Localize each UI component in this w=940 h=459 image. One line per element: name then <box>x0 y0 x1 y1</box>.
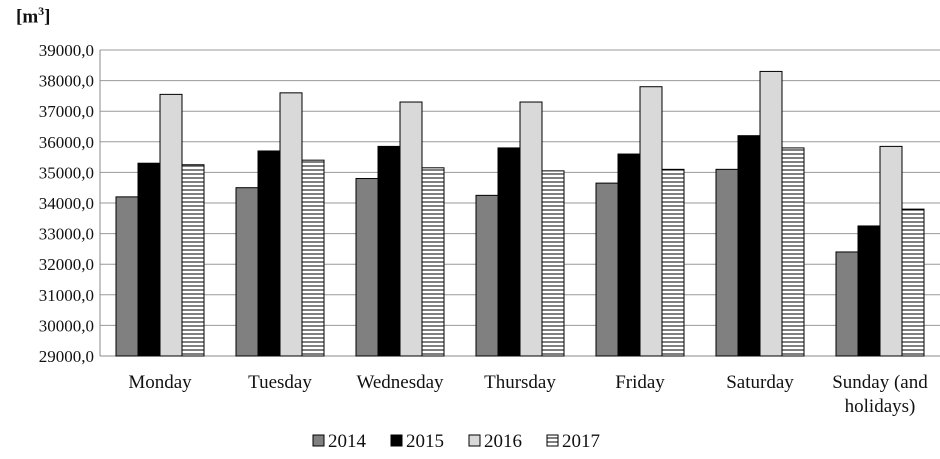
legend-label-2017: 2017 <box>562 431 600 452</box>
bar-2016-5 <box>759 70 783 357</box>
bar-2014-0 <box>115 196 139 357</box>
bar-2014-6 <box>835 251 859 357</box>
x-tick-label: Wednesday <box>356 372 444 393</box>
legend-swatch-2017 <box>546 434 559 447</box>
y-tick-label: 39000,0 <box>39 41 94 60</box>
legend-swatch-2015 <box>390 434 403 447</box>
legend: 2014 2015 2016 2017 <box>312 431 600 452</box>
x-tick-label: holidays) <box>845 396 916 417</box>
bar-2016-4 <box>639 86 663 357</box>
y-tick-label: 30000,0 <box>39 316 94 335</box>
bar-2016-0 <box>159 93 183 357</box>
bar-2015-3 <box>497 147 521 357</box>
bar-2017-5 <box>781 147 805 357</box>
y-tick-label: 36000,0 <box>39 133 94 152</box>
bar-2014-4 <box>595 182 619 357</box>
legend-label-2015: 2015 <box>406 431 444 452</box>
y-tick-label: 32000,0 <box>39 255 94 274</box>
legend-swatch-2016 <box>468 434 481 447</box>
y-tick-label: 33000,0 <box>39 225 94 244</box>
y-tick-label: 31000,0 <box>39 286 94 305</box>
bar-2017-3 <box>541 170 565 357</box>
bar-2014-3 <box>475 194 499 357</box>
bar-2015-4 <box>617 153 641 357</box>
y-tick-labels: 29000,0 30000,0 31000,0 32000,0 33000,0 34000… <box>39 41 94 366</box>
bar-2015-2 <box>377 145 401 357</box>
x-tick-label: Saturday <box>726 372 794 393</box>
bar-2017-6 <box>901 208 925 357</box>
bar-2017-4 <box>661 168 685 357</box>
bar-2014-1 <box>235 187 259 357</box>
y-tick-label: 38000,0 <box>39 72 94 91</box>
bar-2017-0 <box>181 164 205 357</box>
x-tick-label: Monday <box>128 372 192 393</box>
bars <box>115 70 925 357</box>
bar-2016-6 <box>879 145 903 357</box>
bar-2015-6 <box>857 225 881 357</box>
bar-2014-5 <box>715 168 739 357</box>
bar-2017-2 <box>421 167 445 357</box>
y-tick-label: 37000,0 <box>39 102 94 121</box>
bar-2017-1 <box>301 159 325 357</box>
bar-2015-0 <box>137 162 161 357</box>
bar-2015-5 <box>737 135 761 357</box>
y-tick-label: 29000,0 <box>39 347 94 366</box>
bar-2014-2 <box>355 178 379 357</box>
y-axis-unit-label: [m3] <box>16 4 51 28</box>
bar-2016-2 <box>399 101 423 357</box>
bar-2016-1 <box>279 92 303 357</box>
x-tick-label: Thursday <box>484 372 556 393</box>
x-tick-labels: Monday Tuesday Wednesday Thursday Friday Satu… <box>128 372 928 417</box>
y-tick-label: 34000,0 <box>39 194 94 213</box>
y-tick-label: 35000,0 <box>39 163 94 182</box>
x-tick-label: Tuesday <box>248 372 312 393</box>
legend-label-2016: 2016 <box>484 431 522 452</box>
x-tick-label: Sunday (and <box>832 372 928 393</box>
bar-2015-1 <box>257 150 281 357</box>
x-tick-label: Friday <box>615 372 665 393</box>
legend-label-2014: 2014 <box>328 431 367 452</box>
legend-swatch-2014 <box>312 434 325 447</box>
bar-2016-3 <box>519 101 543 357</box>
